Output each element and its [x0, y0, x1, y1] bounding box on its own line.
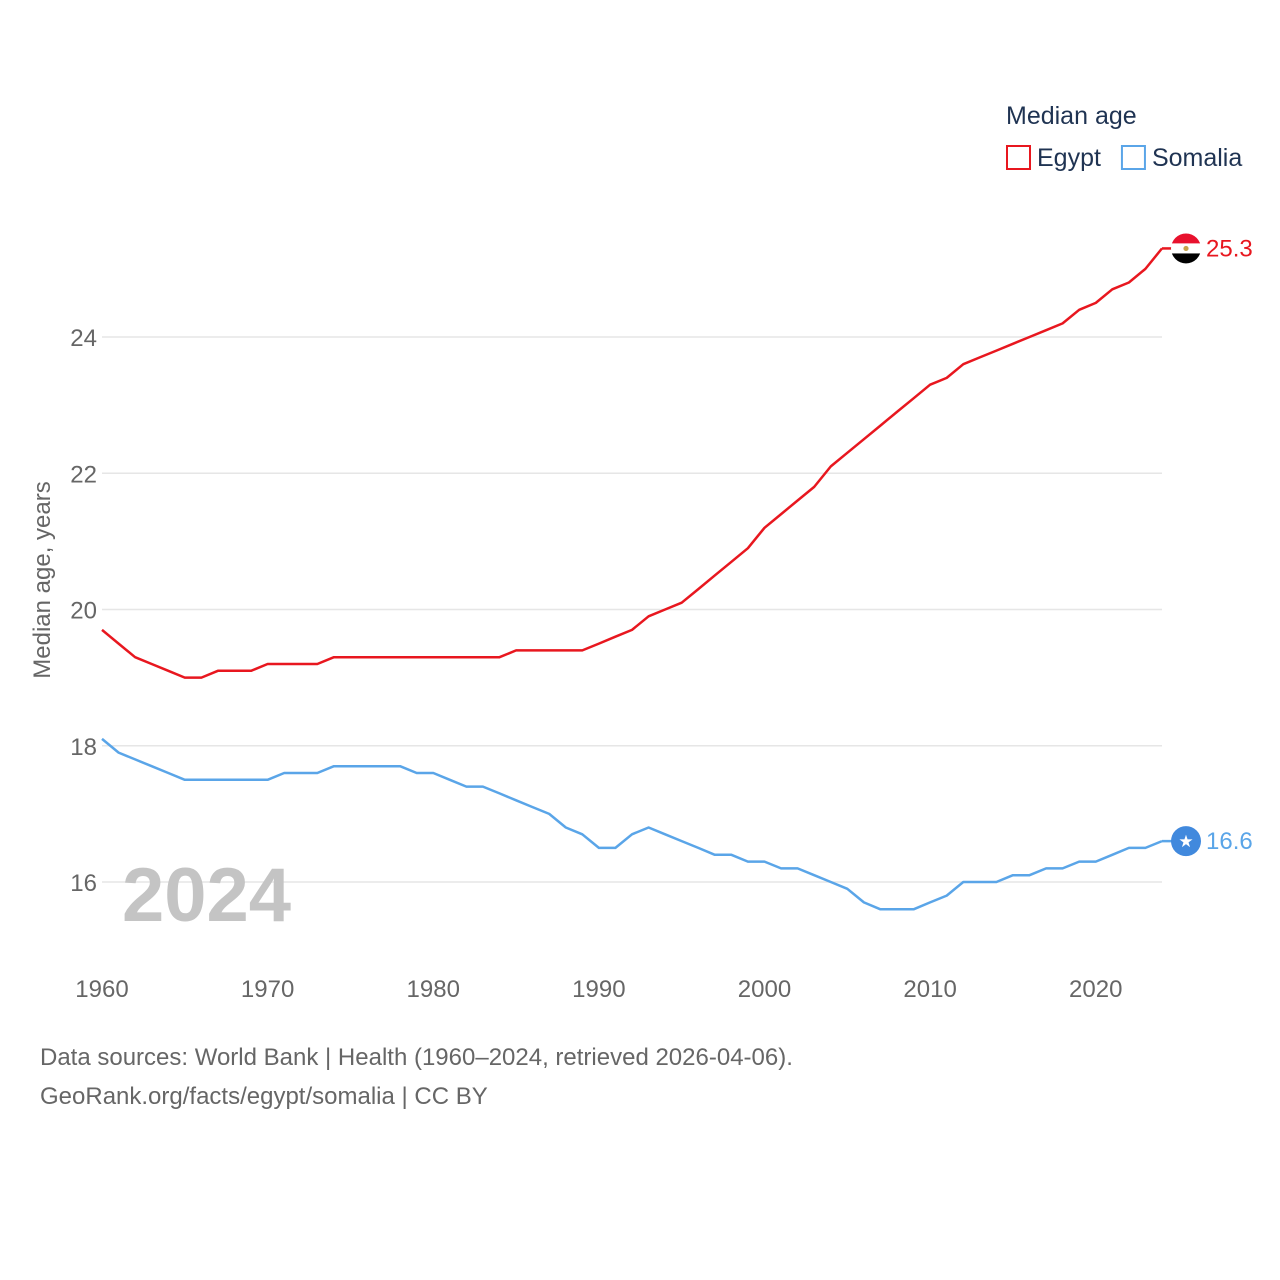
- series-line-egypt: [101, 247, 1163, 679]
- x-axis-ticks: 1960 1970 1980 1990 2000 2010 2020: [75, 976, 1122, 1003]
- year-watermark: 2024: [122, 853, 291, 938]
- end-label-egypt: 25.3: [1206, 235, 1253, 262]
- x-tick-label-1980: 1980: [407, 976, 460, 1003]
- y-axis-ticks: 16 18 20 22 24: [70, 325, 97, 897]
- egypt-flag-stripes: [1171, 233, 1201, 264]
- legend-label-somalia: Somalia: [1152, 144, 1242, 172]
- series-line-somalia: [101, 737, 1163, 911]
- footer-credit[interactable]: GeoRank.org/facts/egypt/somalia | CC BY: [40, 1083, 488, 1110]
- y-tick-label-22: 22: [70, 461, 97, 488]
- series-lines: [101, 247, 1163, 911]
- egypt-flag-red: [1171, 233, 1201, 244]
- somalia-flag-icon: ★: [1171, 826, 1201, 857]
- legend-swatch-egypt: [1006, 145, 1031, 170]
- x-tick-label-2010: 2010: [903, 976, 956, 1003]
- y-tick-label-24: 24: [70, 325, 97, 352]
- legend: Median age Egypt Somalia: [1006, 102, 1242, 172]
- x-tick-label-2000: 2000: [738, 976, 791, 1003]
- x-tick-label-1990: 1990: [572, 976, 625, 1003]
- somalia-flag-star-icon: ★: [1178, 832, 1193, 851]
- footer-sources: Data sources: World Bank | Health (1960–…: [40, 1044, 793, 1071]
- y-tick-label-20: 20: [70, 598, 97, 625]
- legend-swatch-somalia: [1120, 145, 1146, 170]
- legend-label-egypt: Egypt: [1037, 144, 1101, 172]
- egypt-flag-black: [1171, 253, 1201, 264]
- egypt-flag-eagle-icon: [1183, 245, 1189, 252]
- y-axis-title: Median age, years: [29, 481, 56, 678]
- end-label-somalia: 16.6: [1206, 828, 1253, 855]
- somalia-flag-field: [1171, 826, 1201, 857]
- series-end-markers: 25.3 ★ 16.6: [1162, 233, 1253, 857]
- y-tick-label-16: 16: [70, 870, 97, 897]
- legend-items: Egypt Somalia: [1006, 144, 1242, 172]
- x-tick-label-2020: 2020: [1069, 976, 1122, 1003]
- y-tick-label-18: 18: [70, 734, 97, 761]
- x-tick-label-1970: 1970: [241, 976, 294, 1003]
- gridlines: [102, 336, 1162, 883]
- egypt-flag-icon: [1171, 233, 1201, 264]
- legend-title: Median age: [1006, 102, 1137, 130]
- x-tick-label-1960: 1960: [75, 976, 128, 1003]
